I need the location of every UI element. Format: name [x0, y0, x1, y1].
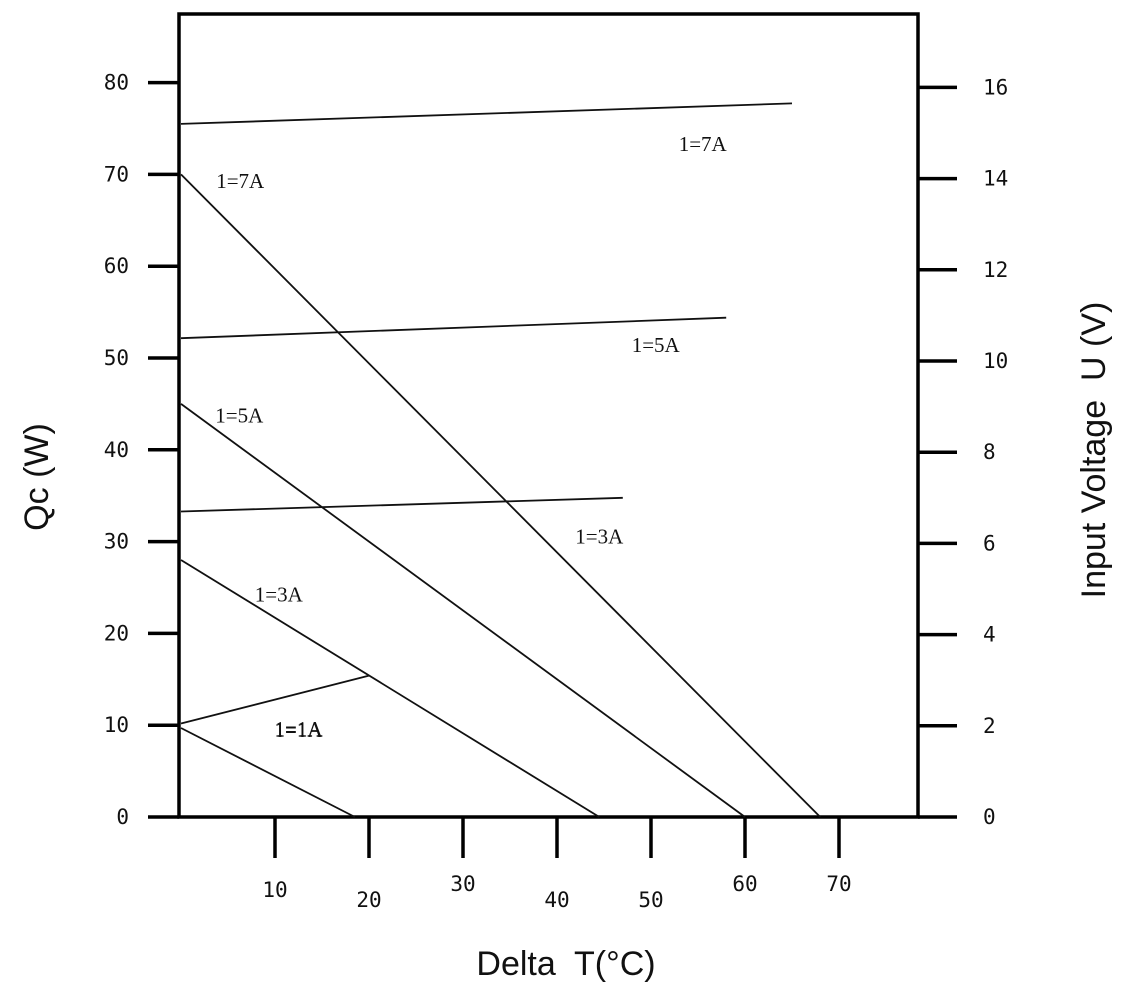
right-tick-label: 6 — [983, 531, 996, 555]
left-axis-title: Qc (W) — [18, 423, 56, 531]
cooling-capacity-line — [180, 727, 356, 818]
left-tick-label: 50 — [104, 346, 129, 370]
x-tick-label: 30 — [450, 872, 475, 896]
voltage-line — [180, 496, 623, 513]
series-label-group: 1=1A1=3A1=5A1=7A1=1A1=3A1=5A1=7A — [215, 132, 727, 742]
right-tick-label: 16 — [983, 75, 1008, 99]
right-tick-label: 0 — [983, 805, 996, 829]
voltage-label: 1=1A — [274, 718, 323, 742]
x-tick-label: 10 — [262, 878, 287, 902]
right-tick-label: 8 — [983, 440, 996, 464]
x-tick-label: 40 — [544, 888, 569, 912]
voltage-line — [180, 674, 370, 725]
left-tick-label: 70 — [104, 162, 129, 186]
voltage-line — [180, 102, 793, 125]
left-tick-label: 0 — [116, 805, 129, 829]
x-axis: 10 20 30 40 50 60 70 — [262, 817, 852, 912]
right-tick-label: 10 — [983, 349, 1008, 373]
left-axis: 0 10 20 30 40 50 60 70 80 — [104, 71, 179, 829]
right-tick-label: 2 — [983, 714, 996, 738]
left-tick-label: 10 — [104, 713, 129, 737]
voltage-label: 1=7A — [679, 132, 728, 156]
voltage-line — [180, 316, 727, 340]
right-axis: 0 2 4 6 8 10 12 14 16 — [918, 75, 1008, 829]
right-axis-title: Input Voltage U (V) — [1075, 302, 1113, 599]
left-tick-label: 60 — [104, 254, 129, 278]
cooling-capacity-label: 1=1A — [274, 717, 323, 741]
x-axis-title: Delta T(°C) — [476, 945, 655, 983]
left-tick-label: 80 — [104, 71, 129, 95]
left-tick-label: 30 — [104, 530, 129, 554]
plot-frame — [177, 12, 920, 819]
x-tick-label: 20 — [356, 888, 381, 912]
left-tick-label: 40 — [104, 438, 129, 462]
cooling-capacity-line — [180, 403, 746, 818]
right-tick-label: 14 — [983, 167, 1008, 191]
right-tick-label: 4 — [983, 623, 996, 647]
cooling-capacity-label: 1=7A — [216, 169, 265, 193]
right-tick-label: 12 — [983, 258, 1008, 282]
x-tick-label: 70 — [826, 872, 851, 896]
voltage-label: 1=5A — [632, 333, 681, 357]
x-tick-label: 50 — [638, 888, 663, 912]
series-group — [180, 102, 821, 818]
cooling-capacity-label: 1=5A — [215, 403, 264, 427]
x-tick-label: 60 — [732, 872, 757, 896]
left-tick-label: 20 — [104, 621, 129, 645]
cooling-capacity-label: 1=3A — [255, 582, 304, 606]
cooling-capacity-line — [180, 559, 600, 818]
cooling-capacity-line — [180, 173, 821, 818]
voltage-label: 1=3A — [575, 524, 624, 548]
